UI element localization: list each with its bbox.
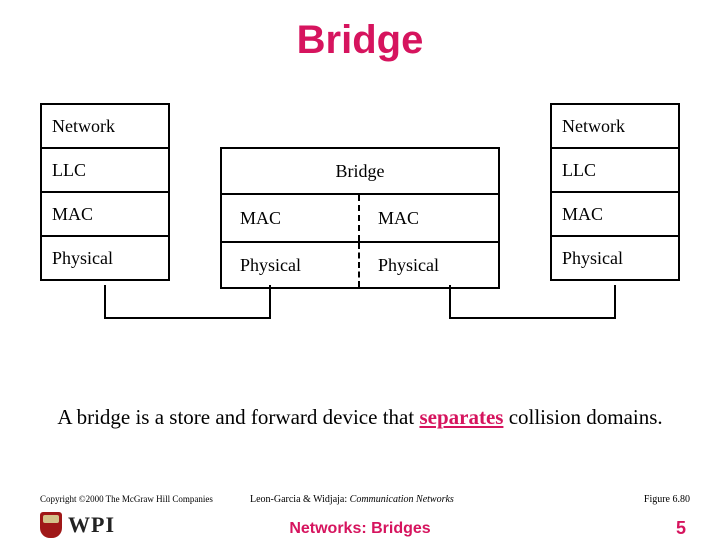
bridge-diagram: Network LLC MAC Physical Network LLC MAC… — [0, 103, 720, 383]
bridge-device: Bridge MAC MAC Physical Physical — [220, 147, 500, 289]
layer-network: Network — [40, 103, 170, 149]
caption-pre: A bridge is a store and forward device t… — [57, 405, 419, 429]
ref-authors: Leon-Garcia & Widjaja: — [250, 494, 350, 505]
page-number: 5 — [676, 518, 686, 539]
layer-physical: Physical — [40, 235, 170, 281]
layer-network: Network — [550, 103, 680, 149]
bridge-mac-row: MAC MAC — [222, 195, 498, 241]
reference-text: Leon-Garcia & Widjaja: Communication Net… — [250, 494, 454, 505]
layer-llc: LLC — [40, 147, 170, 193]
right-link — [450, 285, 615, 318]
right-osi-stack: Network LLC MAC Physical — [550, 103, 680, 279]
footer: Copyright ©2000 The McGraw Hill Companie… — [0, 488, 720, 558]
layer-mac: MAC — [40, 191, 170, 237]
wpi-text: WPI — [68, 512, 115, 538]
left-osi-stack: Network LLC MAC Physical — [40, 103, 170, 279]
bridge-physical-row: Physical Physical — [222, 241, 498, 287]
caption-post: collision domains. — [503, 405, 662, 429]
shield-icon — [40, 512, 62, 538]
caption-emph: separates — [419, 405, 503, 429]
figure-number: Figure 6.80 — [644, 494, 690, 505]
copyright-text: Copyright ©2000 The McGraw Hill Companie… — [40, 494, 213, 504]
layer-physical: Physical — [550, 235, 680, 281]
bridge-physical-right: Physical — [360, 243, 498, 287]
layer-mac: MAC — [550, 191, 680, 237]
layer-llc: LLC — [550, 147, 680, 193]
wpi-logo: WPI — [40, 512, 115, 538]
bridge-physical-left: Physical — [222, 243, 360, 287]
bridge-label: Bridge — [222, 149, 498, 195]
slide-title: Bridge — [0, 18, 720, 63]
ref-book: Communication Networks — [350, 494, 454, 505]
bridge-mac-right: MAC — [360, 195, 498, 241]
bridge-mac-left: MAC — [222, 195, 360, 241]
left-link — [105, 285, 270, 318]
caption: A bridge is a store and forward device t… — [0, 405, 720, 430]
